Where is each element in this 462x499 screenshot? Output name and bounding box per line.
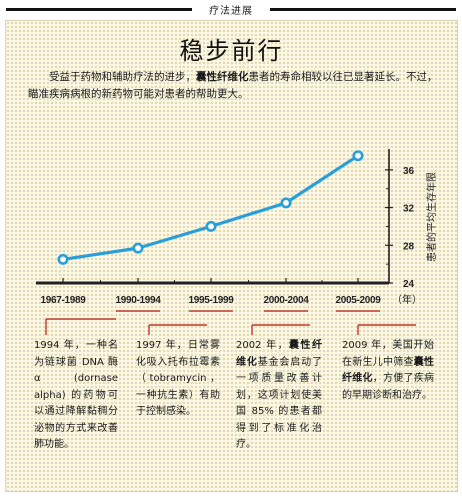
y-tick-label-28: 28 bbox=[403, 241, 415, 252]
note-2-segment-1: 囊性纤维化 bbox=[236, 340, 322, 368]
infographic-title: 稳步前行 bbox=[179, 37, 284, 65]
x-tick-label-1: 1990-1994 bbox=[115, 295, 161, 306]
section-header: 疗法进展 bbox=[6, 4, 456, 17]
note-2-segment-2: 基金会启动了一项质量改善计划，这项计划使美国 85% 的患者都得到了标准化治疗。 bbox=[236, 356, 323, 451]
milestone-note-2002: 2002 年，囊性纤维化基金会启动了一项质量改善计划，这项计划使美国 85% 的… bbox=[236, 338, 322, 454]
intro-text-before: 受益于药物和辅助疗法的进步， bbox=[49, 71, 196, 83]
x-tick-label-3: 2000-2004 bbox=[263, 295, 309, 306]
note-3-segment-1: 囊性纤维化 bbox=[342, 356, 434, 385]
x-tick-label-4: 2005-2009 bbox=[335, 295, 381, 306]
milestone-note-2009: 2009 年，美国开始在新生儿中筛查囊性纤维化，方便了疾病的早期诊断和治疗。 bbox=[342, 338, 434, 404]
note-1-segment-0: 1997 年，日常雾化吸入托布拉霉素（tobramycin，一种抗生素）有助于控… bbox=[136, 340, 220, 417]
x-tick-label-0: 1967-1989 bbox=[40, 295, 86, 306]
data-point-3 bbox=[280, 197, 292, 209]
y-tick-label-24: 24 bbox=[403, 279, 415, 290]
y-tick-label-32: 32 bbox=[403, 204, 415, 215]
intro-paragraph: 受益于药物和辅助疗法的进步，囊性纤维化患者的寿命相较以往已显著延长。不过，瞄准疾… bbox=[28, 69, 440, 103]
note-3-segment-2: ，方便了疾病的早期诊断和治疗。 bbox=[342, 373, 434, 401]
x-tick-label-2: 1995-1999 bbox=[188, 295, 234, 306]
header-rule-right bbox=[270, 8, 456, 11]
note-0-segment-0: 1994 年，一种名为链球菌 DNA 酶 α (dornase alpha) 的… bbox=[34, 340, 118, 450]
data-point-4 bbox=[352, 150, 364, 162]
survival-line-chart: 24 28 32 36 患者的平均生存年限 1967-1989 1990-1994 1995-… bbox=[36, 149, 438, 335]
infographic-panel: 稳步前行 受益于药物和辅助疗法的进步，囊性纤维化患者的寿命相较以往已显著延长。不… bbox=[5, 20, 458, 492]
y-tick-label-36: 36 bbox=[403, 166, 415, 177]
milestone-note-1994: 1994 年，一种名为链球菌 DNA 酶 α (dornase alpha) 的… bbox=[34, 338, 118, 454]
x-axis-unit: （年） bbox=[392, 293, 422, 306]
series-line bbox=[62, 154, 359, 261]
data-point-2 bbox=[205, 220, 217, 232]
note-2-segment-0: 2002 年， bbox=[236, 340, 290, 351]
y-axis-label: 患者的平均生存年限 bbox=[425, 172, 438, 262]
note-3-segment-0: 2009 年，美国开始在新生儿中筛查 bbox=[342, 340, 434, 368]
milestone-note-1997: 1997 年，日常雾化吸入托布拉霉素（tobramycin，一种抗生素）有助于控… bbox=[136, 338, 220, 421]
header-rule-left bbox=[6, 8, 192, 11]
data-point-1 bbox=[132, 242, 144, 254]
intro-text-after: 患者的寿命相较以往已显著延长。不过，瞄准疾病病根的新药物可能对患者的帮助更大。 bbox=[28, 71, 438, 100]
intro-text-bold: 囊性纤维化 bbox=[196, 71, 249, 83]
section-label: 疗法进展 bbox=[209, 6, 253, 17]
data-point-0 bbox=[57, 253, 69, 265]
